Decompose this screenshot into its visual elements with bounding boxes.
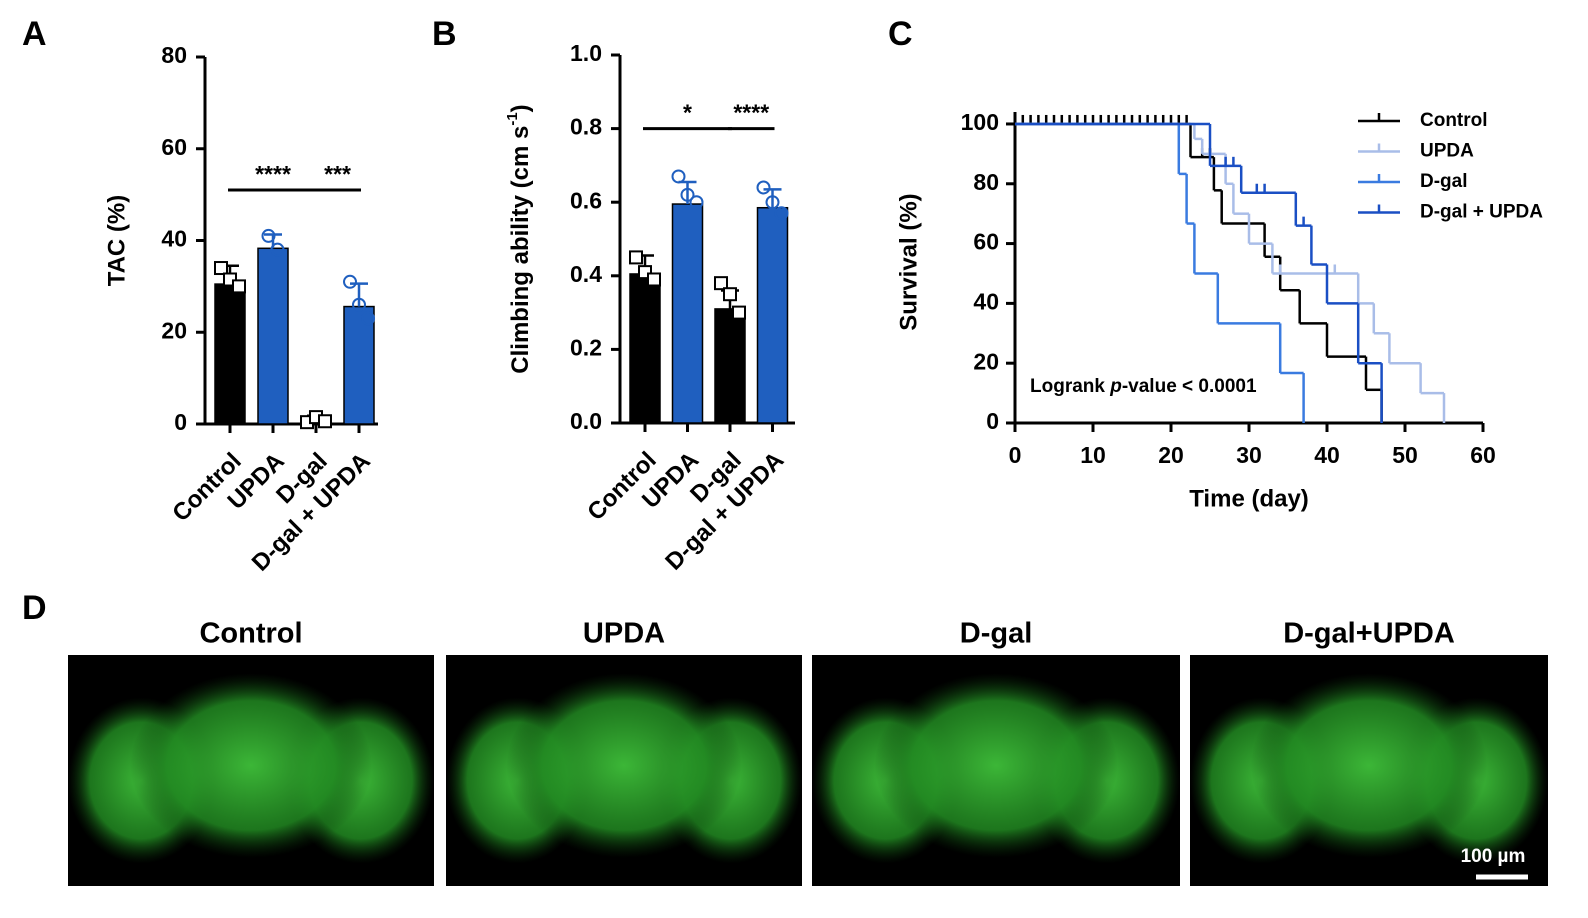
y-axis-label: Climbing ability (cm s-1) — [504, 104, 534, 373]
significance-label: * — [683, 100, 692, 126]
y-tick-label: 1.0 — [570, 40, 602, 66]
legend-label: D-gal + UPDA — [1420, 202, 1543, 223]
y-tick-label: 60 — [973, 229, 999, 255]
x-tick-label: 30 — [1236, 442, 1262, 468]
data-point — [774, 206, 789, 221]
annotation: Logrank p-value < 0.0001 — [1030, 376, 1257, 397]
image-title: D-gal — [960, 618, 1033, 650]
x-tick-label: 40 — [1314, 442, 1340, 468]
data-point — [629, 250, 643, 265]
panel-letter: A — [22, 15, 47, 53]
data-point — [214, 261, 228, 276]
bar — [629, 273, 661, 424]
y-tick-label: 0 — [174, 409, 187, 435]
data-point — [714, 276, 728, 291]
y-tick-label: 20 — [161, 317, 187, 343]
annotation-part: Logrank — [1030, 376, 1110, 397]
data-point — [732, 305, 746, 320]
brain-center — [874, 673, 1118, 858]
legend-label: D-gal — [1420, 171, 1468, 192]
panel-letter: C — [888, 15, 913, 53]
image-title: Control — [199, 618, 302, 650]
bar — [714, 308, 746, 424]
y-tick-label: 80 — [973, 169, 999, 195]
significance-label: *** — [324, 161, 351, 187]
y-axis-label-part: Climbing ability (cm s — [507, 126, 534, 374]
y-tick-label: 40 — [161, 226, 187, 252]
annotation-part: -value < 0.0001 — [1122, 376, 1257, 397]
x-tick-label: 50 — [1392, 442, 1418, 468]
x-axis-label: Time (day) — [1189, 485, 1309, 512]
scale-bar-label: 100 µm — [1461, 846, 1526, 867]
y-tick-label: 0.6 — [570, 187, 602, 213]
y-tick-label: 100 — [961, 109, 999, 135]
data-point — [343, 274, 357, 289]
y-tick-label: 40 — [973, 288, 999, 314]
panel-letter: D — [22, 589, 47, 627]
data-point — [352, 297, 366, 312]
y-tick-label: 0.2 — [570, 334, 602, 360]
y-tick-label: 80 — [161, 42, 187, 68]
brain-center — [130, 673, 372, 858]
data-point — [689, 195, 704, 210]
bar — [671, 203, 704, 424]
data-point — [756, 180, 771, 195]
x-tick-label: 0 — [1009, 442, 1022, 468]
data-point — [261, 228, 276, 243]
x-tick-label: 60 — [1470, 442, 1496, 468]
y-tick-label: 0 — [986, 408, 999, 434]
x-tick-label: 10 — [1080, 442, 1106, 468]
annotation-part: p — [1109, 376, 1122, 397]
image-title: UPDA — [583, 618, 665, 650]
data-point — [647, 272, 661, 287]
data-point — [723, 287, 737, 302]
legend-label: UPDA — [1420, 141, 1474, 162]
data-point — [680, 187, 695, 202]
legend-label: Control — [1420, 110, 1488, 131]
y-tick-label: 20 — [973, 348, 999, 374]
data-point — [361, 311, 375, 326]
y-axis-label: TAC (%) — [103, 195, 130, 287]
y-tick-label: 0.8 — [570, 114, 602, 140]
y-tick-label: 60 — [161, 134, 187, 160]
data-point — [671, 169, 686, 184]
data-point — [765, 195, 780, 210]
brain-center — [1250, 673, 1488, 858]
bar — [257, 247, 289, 425]
bar — [214, 283, 246, 425]
y-axis-label: Survival (%) — [895, 193, 922, 330]
significance-label: **** — [733, 100, 769, 126]
y-tick-label: 0.0 — [570, 408, 602, 434]
data-point — [270, 242, 285, 257]
image-title: D-gal+UPDA — [1283, 618, 1455, 650]
panel-letter: B — [432, 15, 457, 53]
y-tick-label: 0.4 — [570, 261, 602, 287]
x-tick-label: 20 — [1158, 442, 1184, 468]
y-axis-label-part: ) — [507, 104, 534, 112]
data-point — [318, 414, 332, 429]
significance-label: **** — [255, 161, 291, 187]
bar — [756, 206, 789, 424]
bar — [343, 305, 375, 425]
data-point — [232, 279, 246, 294]
brain-center — [506, 673, 742, 858]
y-axis-label-part: -1 — [504, 112, 521, 125]
